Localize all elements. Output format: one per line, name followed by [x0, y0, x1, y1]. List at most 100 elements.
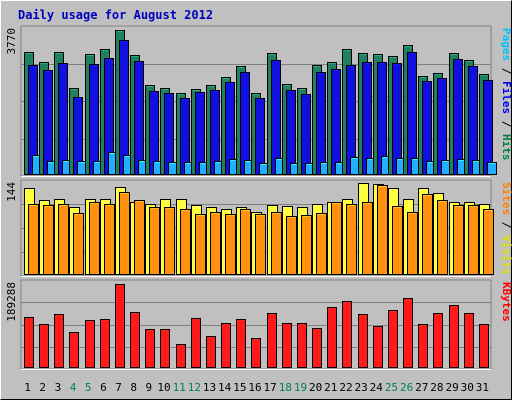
x-tick-label-day-18: 18 [279, 381, 292, 394]
bar-files-day-23 [362, 62, 372, 175]
legend-entry: / [500, 61, 512, 81]
bar-files-day-26 [407, 52, 417, 175]
x-tick-label-day-22: 22 [339, 381, 352, 394]
bar-sites-day-15 [240, 209, 251, 275]
bar-sites-day-5 [89, 202, 100, 275]
panel-bottom: 189288 KBytes [5, 279, 512, 370]
bar-kbytes-day-4 [69, 332, 79, 368]
bar-kbytes-day-12 [191, 318, 201, 368]
x-tick-label-day-21: 21 [324, 381, 337, 394]
x-tick-label-day-10: 10 [157, 381, 170, 394]
bar-kbytes-day-31 [479, 324, 489, 368]
bar-files-day-5 [89, 64, 99, 175]
bar-files-day-8 [134, 61, 144, 175]
x-tick-label-day-11: 11 [173, 381, 186, 394]
bar-sites-day-17 [271, 212, 282, 275]
legend-entry: / [500, 215, 512, 235]
bar-kbytes-day-2 [39, 324, 49, 368]
x-tick-label-day-2: 2 [39, 381, 46, 394]
bar-files-day-15 [240, 72, 250, 175]
x-axis-day-labels: 1 2 3 4 5 6 7 8 9 10 11 12 13 14 15 16 17 18 19 20 21 22 23 24 2… [24, 381, 489, 394]
bar-sites-day-8 [134, 200, 145, 275]
panel-middle-legend: Sites / Visits [500, 182, 512, 275]
panel-top: 3770 Pages / Files / Hits [5, 25, 512, 177]
bar-sites-day-11 [180, 209, 191, 275]
bar-sites-day-30 [468, 205, 479, 275]
bar-sites-day-28 [437, 200, 448, 275]
bar-sites-day-27 [422, 194, 433, 275]
chart-panels: 3770 Pages / Files / Hits 144 Sites / Visit… [5, 25, 512, 370]
bar-sites-day-9 [149, 207, 160, 275]
bar-sites-day-19 [301, 215, 312, 275]
bar-sites-day-31 [483, 209, 494, 275]
legend-entry: KBytes [500, 282, 512, 322]
bar-sites-day-26 [407, 212, 418, 275]
bar-kbytes-day-6 [100, 319, 110, 368]
bar-sites-day-7 [119, 192, 130, 275]
x-tick-label-day-3: 3 [55, 381, 62, 394]
panel-middle-max-label: 144 [5, 182, 18, 202]
x-tick-label-day-9: 9 [146, 381, 153, 394]
x-tick-label-day-8: 8 [130, 381, 137, 394]
bar-sites-day-1 [28, 204, 39, 275]
bar-sites-day-22 [346, 204, 357, 275]
x-tick-label-day-26: 26 [400, 381, 413, 394]
bar-sites-day-29 [453, 205, 464, 275]
bar-sites-day-14 [225, 214, 236, 275]
legend-entry: / [500, 114, 512, 134]
panel-bottom-max-label: 189288 [5, 282, 18, 322]
panel-top-legend: Pages / Files / Hits [500, 28, 512, 161]
legend-entry: Hits [500, 134, 512, 161]
bar-kbytes-day-19 [297, 323, 307, 368]
bar-kbytes-day-24 [373, 326, 383, 368]
bar-kbytes-day-22 [342, 301, 352, 368]
bar-files-day-21 [331, 69, 341, 175]
bar-sites-day-4 [73, 213, 84, 275]
x-tick-label-day-4: 4 [70, 381, 77, 394]
x-tick-label-day-20: 20 [309, 381, 322, 394]
legend-entry: Files [500, 81, 512, 114]
bar-kbytes-day-30 [464, 313, 474, 368]
legend-entry: Pages [500, 28, 512, 61]
bar-kbytes-day-15 [236, 319, 246, 368]
bar-sites-day-6 [104, 204, 115, 275]
bar-sites-day-20 [316, 213, 327, 275]
x-tick-label-day-5: 5 [85, 381, 92, 394]
panel-bottom-legend: KBytes [500, 282, 512, 322]
panel-top-max-label: 3770 [5, 28, 18, 55]
bar-sites-day-12 [195, 214, 206, 275]
x-tick-label-day-15: 15 [233, 381, 246, 394]
bar-sites-day-16 [255, 214, 266, 275]
bar-files-day-29 [453, 59, 463, 175]
x-tick-label-day-28: 28 [430, 381, 443, 394]
x-tick-label-day-24: 24 [370, 381, 384, 394]
bar-kbytes-day-11 [176, 344, 186, 368]
x-tick-label-day-13: 13 [203, 381, 216, 394]
bar-kbytes-day-21 [327, 307, 337, 368]
x-tick-label-day-17: 17 [264, 381, 277, 394]
bar-sites-day-10 [164, 207, 175, 275]
legend-entry: Sites [500, 182, 512, 215]
x-tick-label-day-23: 23 [355, 381, 368, 394]
bar-kbytes-day-18 [282, 323, 292, 368]
bar-files-day-31 [483, 80, 493, 175]
bar-kbytes-day-13 [206, 336, 216, 368]
bar-kbytes-day-29 [449, 305, 459, 368]
bar-sites-day-3 [58, 204, 69, 275]
x-tick-label-day-16: 16 [248, 381, 261, 394]
bar-kbytes-day-9 [145, 329, 155, 368]
bar-kbytes-day-26 [403, 298, 413, 368]
x-tick-label-day-29: 29 [445, 381, 458, 394]
x-tick-label-day-27: 27 [415, 381, 428, 394]
bar-files-day-20 [316, 72, 326, 175]
bar-kbytes-day-10 [160, 329, 170, 368]
x-tick-label-day-6: 6 [100, 381, 107, 394]
bar-kbytes-day-27 [418, 324, 428, 368]
bar-sites-day-18 [286, 216, 297, 275]
bar-kbytes-day-28 [433, 313, 443, 368]
bar-files-day-2 [43, 70, 53, 175]
bar-files-day-27 [422, 81, 432, 175]
x-tick-label-day-14: 14 [218, 381, 232, 394]
bar-kbytes-day-5 [85, 320, 95, 368]
